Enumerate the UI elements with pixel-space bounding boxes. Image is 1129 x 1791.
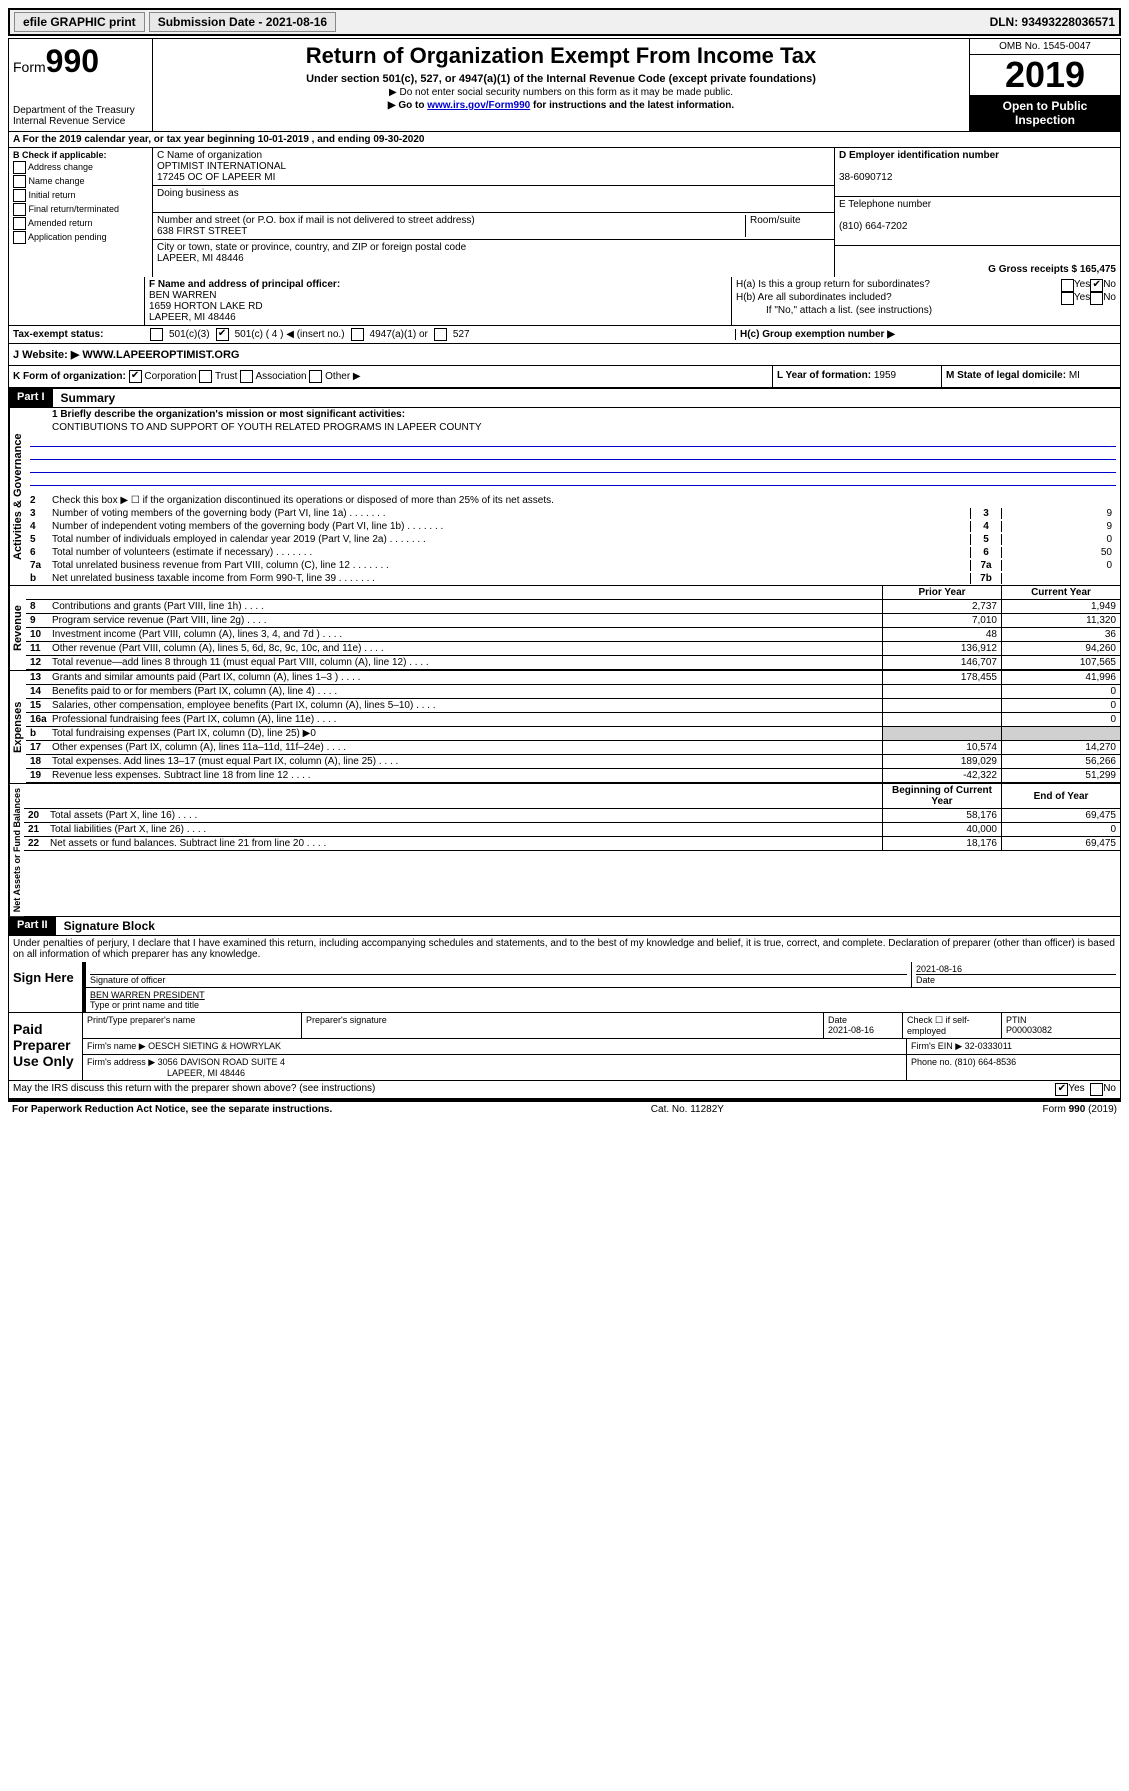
part1-label: Part I	[9, 389, 53, 407]
side-expenses: Expenses	[9, 671, 26, 783]
website-value: WWW.LAPEEROPTIMIST.ORG	[82, 349, 239, 361]
form-header: Form990 Department of the Treasury Inter…	[8, 38, 1121, 132]
state-domicile: MI	[1069, 370, 1080, 381]
paid-preparer-block: Paid Preparer Use Only Print/Type prepar…	[8, 1013, 1121, 1081]
row-k-label: K Form of organization:	[13, 371, 126, 382]
efile-print-button[interactable]: efile GRAPHIC print	[14, 12, 145, 32]
dln-text: DLN: 93493228036571	[990, 15, 1115, 29]
firm-ein: 32-0333011	[965, 1041, 1012, 1051]
gross-receipts: G Gross receipts $ 165,475	[988, 264, 1116, 275]
block-bcdefg: B Check if applicable: Address change Na…	[8, 148, 1121, 277]
footer-left: For Paperwork Reduction Act Notice, see …	[12, 1104, 332, 1115]
side-revenue: Revenue	[9, 586, 26, 670]
addr-value: 638 FIRST STREET	[157, 226, 247, 237]
ha-label: H(a) Is this a group return for subordin…	[736, 279, 1061, 292]
firm-addr1: 3056 DAVISON ROAD SUITE 4	[158, 1057, 285, 1067]
firm-addr2: LAPEER, MI 48446	[87, 1068, 245, 1078]
department: Department of the Treasury Internal Reve…	[13, 105, 148, 127]
sign-here-block: Sign Here Signature of officer 2021-08-1…	[8, 962, 1121, 1013]
check-4947[interactable]	[351, 328, 364, 341]
part2-label: Part II	[9, 917, 56, 935]
city-label: City or town, state or province, country…	[157, 242, 466, 253]
city-value: LAPEER, MI 48446	[157, 253, 244, 264]
row-i-label: Tax-exempt status:	[13, 329, 103, 340]
discuss-text: May the IRS discuss this return with the…	[13, 1083, 1055, 1096]
check-corp[interactable]: ✔	[129, 370, 142, 383]
check-pending[interactable]: Application pending	[13, 231, 148, 244]
ein-value: 38-6090712	[839, 172, 892, 183]
check-501c3[interactable]	[150, 328, 163, 341]
check-assoc[interactable]	[240, 370, 253, 383]
mission-q: 1 Briefly describe the organization's mi…	[52, 409, 405, 420]
footer-right: Form 990 (2019)	[1043, 1104, 1117, 1115]
officer-addr2: LAPEER, MI 48446	[149, 312, 236, 323]
section-f-label: F Name and address of principal officer:	[149, 279, 340, 290]
ptin: P00003082	[1006, 1025, 1052, 1035]
form-number: Form990	[13, 43, 148, 80]
check-527[interactable]	[434, 328, 447, 341]
line-a: A For the 2019 calendar year, or tax yea…	[8, 132, 1121, 148]
side-governance: Activities & Governance	[9, 408, 26, 585]
check-final-return[interactable]: Final return/terminated	[13, 203, 148, 216]
th-current: Current Year	[1002, 586, 1121, 600]
omb-number: OMB No. 1545-0047	[970, 39, 1120, 55]
org-name-1: OPTIMIST INTERNATIONAL	[157, 161, 286, 172]
mission-text: CONTIBUTIONS TO AND SUPPORT OF YOUTH REL…	[52, 422, 482, 433]
section-e-label: E Telephone number	[839, 199, 931, 210]
officer-name: BEN WARREN	[149, 290, 216, 301]
sig-date: 2021-08-16	[916, 964, 962, 974]
side-net-assets: Net Assets or Fund Balances	[9, 784, 24, 916]
hc-label: H(c) Group exemption number ▶	[740, 329, 895, 340]
paid-preparer-label: Paid Preparer Use Only	[9, 1013, 82, 1080]
th-end: End of Year	[1002, 784, 1121, 809]
open-public-badge: Open to Public Inspection	[970, 95, 1120, 131]
th-begin: Beginning of Current Year	[883, 784, 1002, 809]
phone-value: (810) 664-7202	[839, 221, 907, 232]
dba-label: Doing business as	[157, 188, 239, 199]
row-j-label: J Website: ▶	[13, 349, 79, 361]
room-label: Room/suite	[750, 215, 801, 226]
form-title: Return of Organization Exempt From Incom…	[161, 43, 961, 69]
part1-title: Summary	[53, 389, 124, 407]
irs-link[interactable]: www.irs.gov/Form990	[427, 100, 530, 111]
check-address-change[interactable]: Address change	[13, 161, 148, 174]
hb-label: H(b) Are all subordinates included?	[736, 292, 1061, 305]
check-amended[interactable]: Amended return	[13, 217, 148, 230]
part2-title: Signature Block	[56, 917, 163, 935]
discuss-yes[interactable]: ✔	[1055, 1083, 1068, 1096]
submission-date-button[interactable]: Submission Date - 2021-08-16	[149, 12, 336, 32]
footer-mid: Cat. No. 11282Y	[651, 1104, 724, 1115]
sig-officer-label: Signature of officer	[90, 974, 907, 985]
section-d-label: D Employer identification number	[839, 150, 999, 161]
check-name-change[interactable]: Name change	[13, 175, 148, 188]
check-501c[interactable]: ✔	[216, 328, 229, 341]
hb-note: If "No," attach a list. (see instruction…	[736, 305, 1116, 316]
firm-name: OESCH SIETING & HOWRYLAK	[148, 1041, 281, 1051]
officer-addr1: 1659 HORTON LAKE RD	[149, 301, 263, 312]
note-ssn: ▶ Do not enter social security numbers o…	[161, 87, 961, 98]
check-initial-return[interactable]: Initial return	[13, 189, 148, 202]
section-b-heading: B Check if applicable:	[13, 150, 107, 160]
check-other[interactable]	[309, 370, 322, 383]
section-c-label: C Name of organization	[157, 150, 262, 161]
sign-here-label: Sign Here	[9, 962, 82, 1012]
topbar: efile GRAPHIC print Submission Date - 20…	[8, 8, 1121, 36]
th-prior: Prior Year	[883, 586, 1002, 600]
year-formation: 1959	[874, 370, 896, 381]
perjury-text: Under penalties of perjury, I declare th…	[8, 936, 1121, 962]
note-link: ▶ Go to www.irs.gov/Form990 for instruct…	[161, 100, 961, 111]
tax-year: 2019	[970, 55, 1120, 95]
firm-phone: (810) 664-8536	[955, 1057, 1017, 1067]
form-subtitle: Under section 501(c), 527, or 4947(a)(1)…	[161, 73, 961, 85]
discuss-no[interactable]	[1090, 1083, 1103, 1096]
check-trust[interactable]	[199, 370, 212, 383]
officer-name-title: BEN WARREN PRESIDENT	[90, 990, 205, 1000]
addr-label: Number and street (or P.O. box if mail i…	[157, 215, 475, 226]
org-name-2: 17245 OC OF LAPEER MI	[157, 172, 275, 183]
